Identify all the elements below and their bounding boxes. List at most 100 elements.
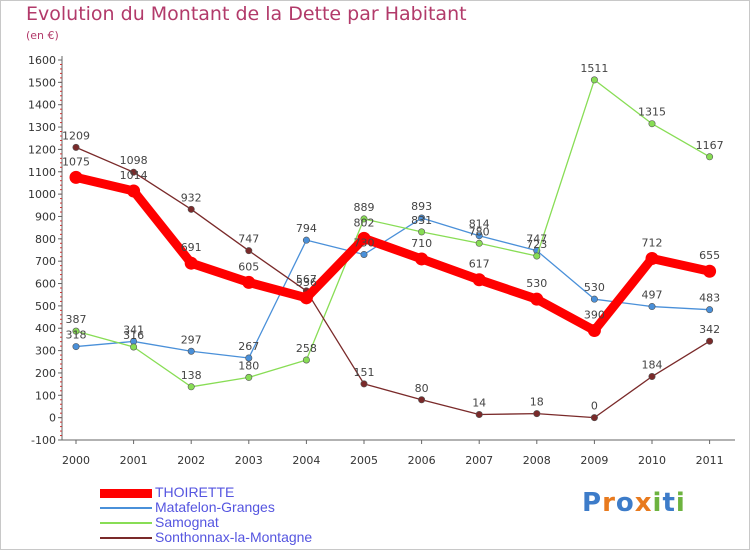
- data-label: 138: [181, 369, 202, 382]
- data-label: 655: [699, 249, 720, 262]
- data-label: 316: [123, 329, 144, 342]
- data-label: 151: [354, 366, 375, 379]
- y-tick-label: -100: [31, 434, 56, 447]
- logo-letter: r: [602, 488, 616, 518]
- data-point: [72, 343, 80, 351]
- y-tick-label: 300: [35, 345, 56, 358]
- y-tick-label: 1100: [28, 166, 56, 179]
- data-point: [418, 228, 426, 236]
- chart-title: Evolution du Montant de la Dette par Hab…: [26, 3, 467, 25]
- legend-swatch: [100, 507, 152, 509]
- data-label: 297: [181, 333, 202, 346]
- data-label: 712: [642, 236, 663, 249]
- data-label: 318: [66, 329, 87, 342]
- data-label: 780: [469, 225, 490, 238]
- x-tick-label: 2002: [177, 454, 205, 467]
- legend-swatch: [100, 537, 152, 539]
- data-point: [299, 291, 313, 305]
- data-label: 80: [415, 382, 429, 395]
- data-point: [360, 380, 368, 388]
- data-label: 802: [354, 216, 375, 229]
- data-point: [187, 205, 195, 213]
- data-point: [590, 295, 598, 303]
- data-label: 1511: [580, 62, 608, 75]
- line-chart: -100010020030040050060070080090010001100…: [28, 54, 735, 467]
- logo-letter: o: [615, 488, 635, 518]
- data-label: 889: [354, 201, 375, 214]
- data-point: [130, 168, 138, 176]
- y-tick-label: 400: [35, 322, 56, 335]
- data-label: 267: [238, 340, 259, 353]
- y-tick-label: 1600: [28, 54, 56, 67]
- data-point: [72, 327, 80, 335]
- data-label: 747: [526, 233, 547, 246]
- data-label: 814: [469, 218, 490, 231]
- data-point: [357, 231, 371, 245]
- data-label: 536: [296, 276, 317, 289]
- data-point: [302, 236, 310, 244]
- data-label: 1098: [120, 154, 148, 167]
- x-tick-label: 2005: [350, 454, 378, 467]
- y-tick-label: 1400: [28, 99, 56, 112]
- data-label: 730: [354, 236, 375, 249]
- data-label: 390: [584, 308, 605, 321]
- data-point: [645, 251, 659, 265]
- data-label: 184: [642, 359, 663, 372]
- data-point: [242, 275, 256, 289]
- x-tick-label: 2004: [292, 454, 320, 467]
- data-point: [533, 252, 541, 260]
- data-label: 530: [526, 277, 547, 290]
- x-tick-label: 2003: [235, 454, 263, 467]
- y-tick-label: 0: [49, 412, 56, 425]
- y-tick-label: 900: [35, 210, 56, 223]
- data-label: 1315: [638, 106, 666, 119]
- y-tick-label: 700: [35, 255, 56, 268]
- data-point: [130, 343, 138, 351]
- data-point: [648, 303, 656, 311]
- data-point: [703, 264, 717, 278]
- data-point: [187, 383, 195, 391]
- data-label: 691: [181, 241, 202, 254]
- series-line: [75, 79, 711, 388]
- y-tick-label: 500: [35, 300, 56, 313]
- data-label: 605: [238, 260, 259, 273]
- logo-letter: P: [582, 488, 603, 518]
- data-point: [706, 337, 714, 345]
- data-label: 893: [411, 200, 432, 213]
- y-tick-label: 1300: [28, 121, 56, 134]
- x-tick-label: 2011: [696, 454, 724, 467]
- data-label: 483: [699, 292, 720, 305]
- x-tick-label: 2008: [523, 454, 551, 467]
- data-point: [706, 306, 714, 314]
- proxiti-logo: Proxiti: [582, 488, 686, 518]
- data-point: [187, 347, 195, 355]
- data-label: 1209: [62, 129, 90, 142]
- data-point: [475, 239, 483, 247]
- data-label: 180: [238, 359, 259, 372]
- x-tick-label: 2006: [408, 454, 436, 467]
- data-point: [360, 250, 368, 258]
- logo-letter: i: [652, 488, 663, 518]
- data-label: 747: [238, 233, 259, 246]
- data-label: 932: [181, 191, 202, 204]
- x-tick-label: 2001: [120, 454, 148, 467]
- series-line: [75, 217, 711, 359]
- data-label: 723: [526, 238, 547, 251]
- data-point: [587, 323, 601, 337]
- data-point: [418, 214, 426, 222]
- legend-label: THOIRETTE: [155, 484, 235, 500]
- data-point: [415, 252, 429, 266]
- y-tick-label: 1500: [28, 76, 56, 89]
- x-tick-label: 2010: [638, 454, 666, 467]
- data-point: [475, 232, 483, 240]
- data-point: [706, 153, 714, 161]
- data-point: [184, 256, 198, 270]
- data-label: 617: [469, 258, 490, 271]
- x-tick-label: 2000: [62, 454, 90, 467]
- legend-label: Samognat: [155, 514, 219, 530]
- chart-subtitle: (en €): [26, 29, 59, 42]
- data-label: 567: [296, 273, 317, 286]
- series-line: [71, 172, 715, 335]
- data-point: [245, 354, 253, 362]
